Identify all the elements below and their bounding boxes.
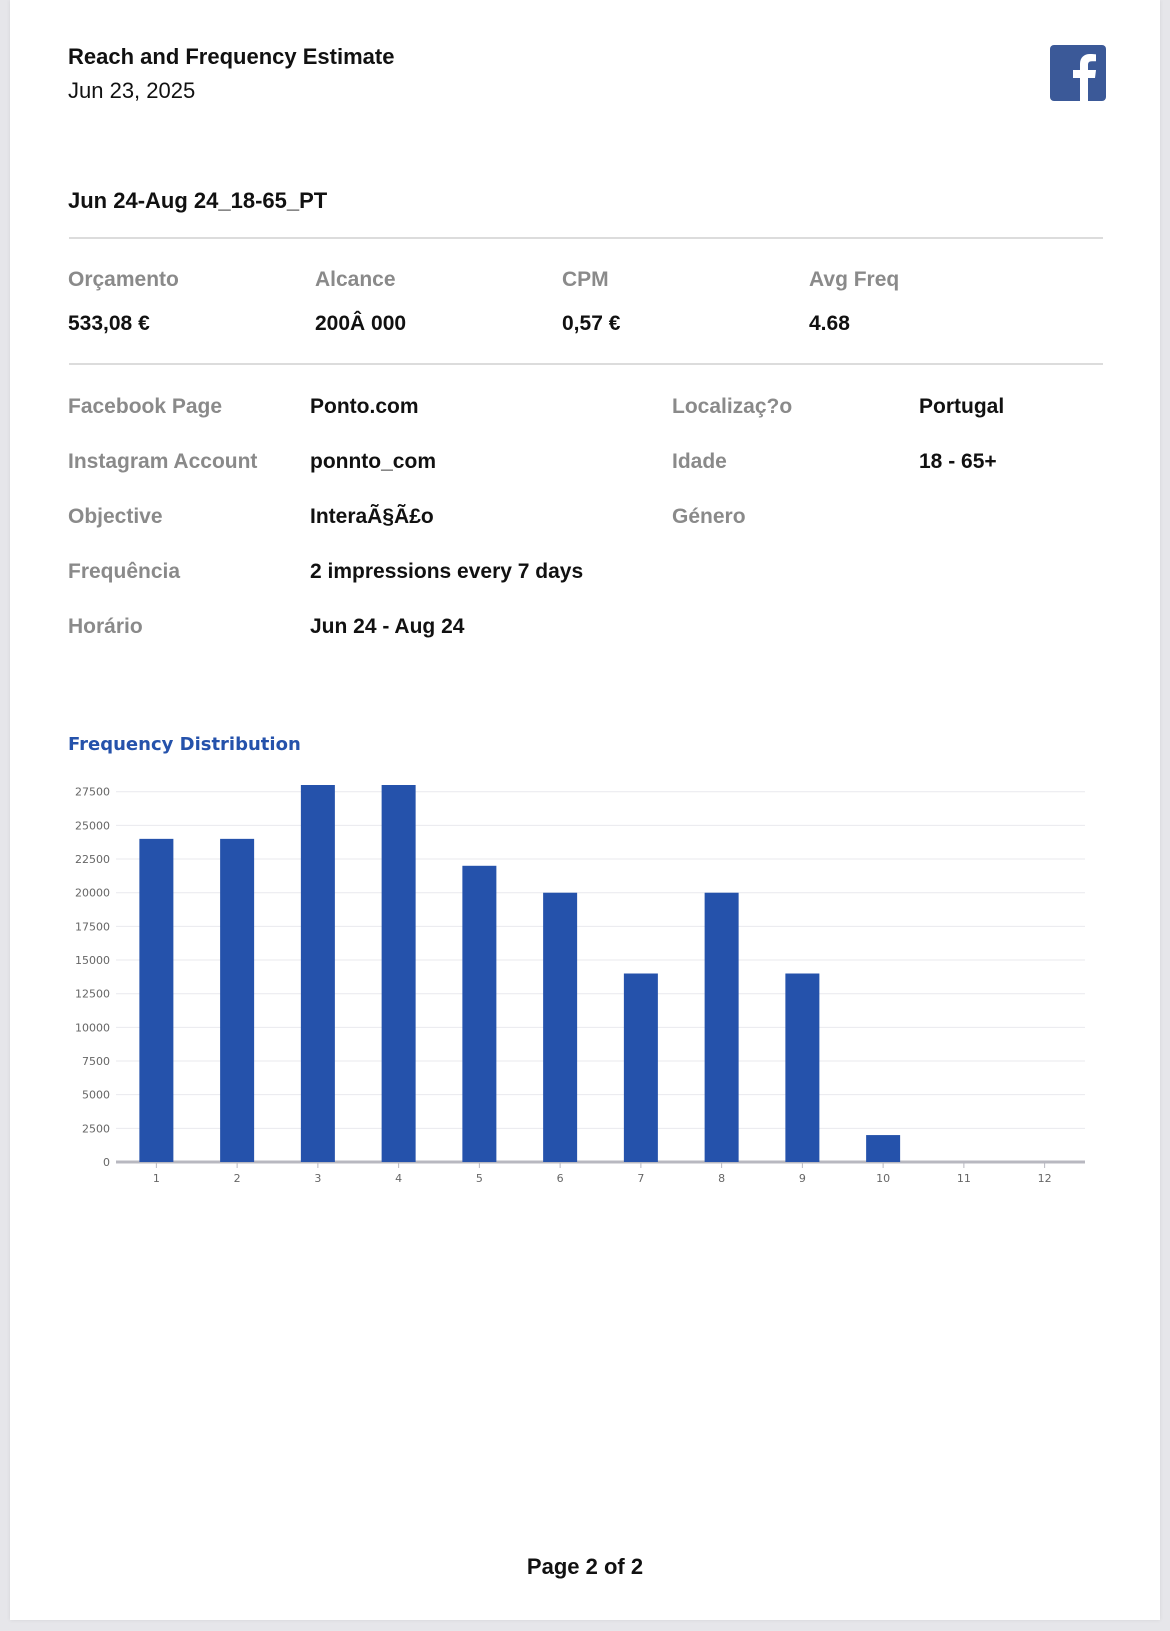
chart-title: Frequency Distribution [68, 734, 301, 755]
detail-value-frequency: 2 impressions every 7 days [310, 560, 584, 583]
metric-label-reach: Alcance [315, 268, 396, 291]
page-number: Page 2 of 2 [526, 1554, 644, 1579]
metric-label-budget: Orçamento [68, 268, 179, 291]
bar [623, 973, 658, 1162]
x-tick-label: 12 [1038, 1172, 1052, 1185]
y-tick-label: 15000 [75, 954, 110, 967]
report-date: Jun 23, 2025 [68, 78, 196, 103]
report-page: Reach and Frequency Estimate Jun 23, 202… [10, 0, 1160, 1620]
bar [300, 785, 335, 1162]
y-tick-label: 7500 [82, 1055, 110, 1068]
metric-value-avg-freq: 4.68 [809, 312, 850, 335]
metric-value-reach: 200Â 000 [315, 312, 407, 335]
detail-label-frequency: Frequência [68, 560, 181, 583]
detail-value-objective: InteraÃ§Ã£o [310, 505, 434, 528]
detail-label-facebook-page: Facebook Page [68, 395, 223, 418]
y-tick-label: 25000 [75, 819, 110, 832]
bar [381, 785, 416, 1162]
x-tick-label: 5 [476, 1172, 483, 1185]
facebook-icon [1050, 45, 1106, 101]
campaign-name: Jun 24-Aug 24_18-65_PT [68, 188, 328, 213]
x-tick-label: 10 [876, 1172, 890, 1185]
y-tick-label: 5000 [82, 1089, 110, 1102]
bar [866, 1135, 901, 1162]
divider [69, 363, 1103, 365]
bar [462, 865, 497, 1162]
metric-label-cpm: CPM [562, 268, 609, 291]
x-tick-label: 1 [153, 1172, 160, 1185]
x-tick-label: 11 [957, 1172, 971, 1185]
detail-label-schedule: Horário [68, 615, 143, 638]
y-tick-label: 22500 [75, 853, 110, 866]
y-tick-label: 0 [103, 1156, 110, 1169]
x-tick-label: 6 [557, 1172, 564, 1185]
detail-value-location: Portugal [919, 395, 1005, 418]
x-tick-label: 7 [637, 1172, 644, 1185]
divider [69, 237, 1103, 239]
x-tick-label: 3 [314, 1172, 321, 1185]
bar [785, 973, 820, 1162]
y-tick-label: 27500 [75, 786, 110, 799]
x-tick-label: 4 [395, 1172, 402, 1185]
detail-label-objective: Objective [68, 505, 163, 528]
y-tick-label: 12500 [75, 988, 110, 1001]
detail-value-age: 18 - 65+ [919, 450, 997, 473]
metric-value-cpm: 0,57 € [562, 312, 621, 335]
metric-label-avg-freq: Avg Freq [809, 268, 900, 291]
x-tick-label: 2 [234, 1172, 241, 1185]
bar [543, 892, 578, 1162]
metric-value-budget: 533,08 € [68, 312, 150, 335]
detail-value-instagram-account: ponnto_com [310, 450, 436, 473]
report-title: Reach and Frequency Estimate [68, 44, 395, 69]
x-tick-label: 9 [799, 1172, 806, 1185]
x-tick-label: 8 [718, 1172, 725, 1185]
y-tick-label: 20000 [75, 887, 110, 900]
detail-value-schedule: Jun 24 - Aug 24 [310, 615, 465, 638]
bar [704, 892, 739, 1162]
detail-label-age: Idade [672, 450, 727, 473]
detail-label-instagram-account: Instagram Account [68, 450, 258, 473]
frequency-distribution-chart: 0250050007500100001250015000175002000022… [75, 785, 1085, 1185]
detail-label-location: Localizaç?o [672, 395, 793, 418]
y-tick-label: 10000 [75, 1021, 110, 1034]
detail-label-gender: Género [672, 505, 746, 528]
y-tick-label: 2500 [82, 1122, 110, 1135]
y-tick-label: 17500 [75, 920, 110, 933]
bar [139, 838, 174, 1162]
bar [220, 838, 255, 1162]
detail-value-facebook-page: Ponto.com [310, 395, 419, 418]
